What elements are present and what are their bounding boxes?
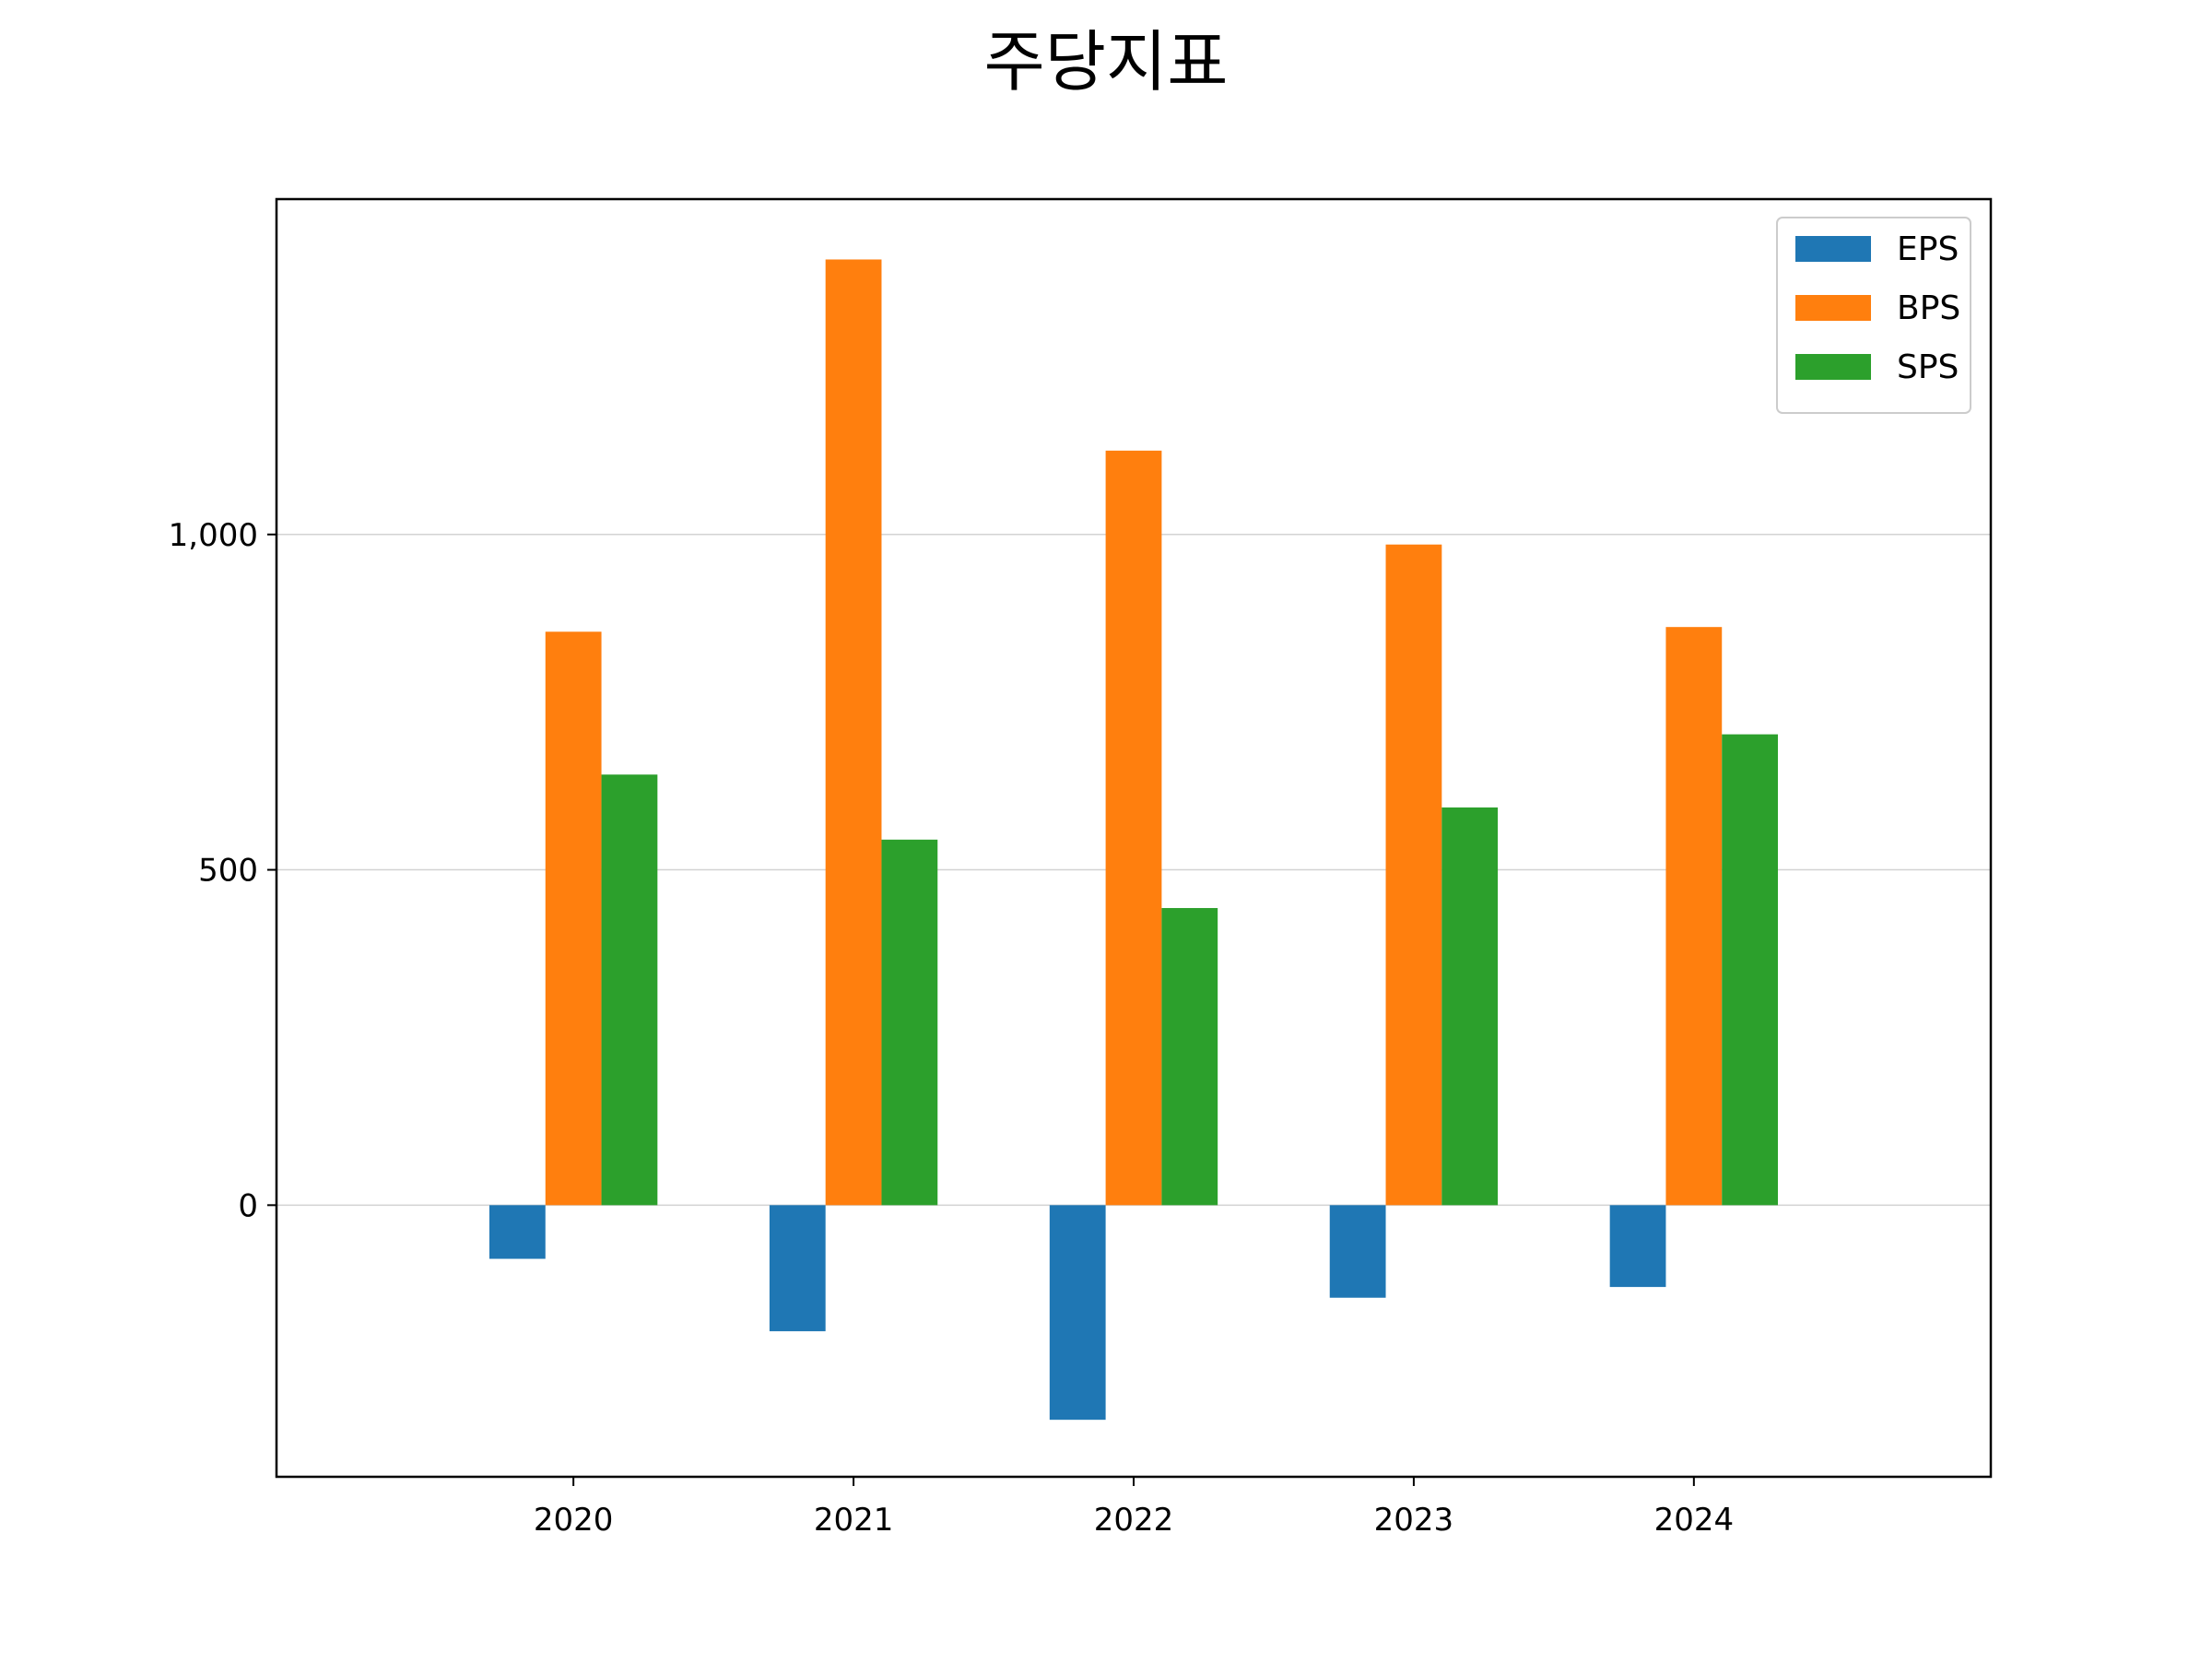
bar-sps-2022 xyxy=(1161,908,1218,1206)
bar-eps-2021 xyxy=(769,1205,826,1332)
bar-bps-2020 xyxy=(545,631,602,1206)
bar-sps-2023 xyxy=(1441,807,1499,1206)
y-tick-label: 1,000 xyxy=(169,517,258,554)
bar-sps-2024 xyxy=(1722,734,1779,1206)
bar-bps-2024 xyxy=(1665,627,1723,1206)
chart-title: 주당지표 xyxy=(984,23,1229,100)
x-tick-label: 2021 xyxy=(814,1502,894,1539)
bar-bps-2021 xyxy=(825,259,882,1206)
x-tick-label: 2020 xyxy=(534,1502,614,1539)
bar-sps-2020 xyxy=(601,774,658,1206)
y-tick-label: 0 xyxy=(238,1187,258,1224)
legend: EPS BPS SPS xyxy=(1776,217,1971,414)
bars xyxy=(488,259,1779,1421)
bar-eps-2024 xyxy=(1609,1205,1666,1288)
x-axis: 2020 2021 2022 2023 2024 xyxy=(534,1477,1734,1539)
x-tick-label: 2023 xyxy=(1374,1502,1454,1539)
legend-swatch-sps xyxy=(1795,354,1871,380)
legend-label-bps: BPS xyxy=(1897,289,1960,327)
legend-label-eps: EPS xyxy=(1897,230,1959,268)
legend-swatch-eps xyxy=(1795,236,1871,262)
bar-sps-2021 xyxy=(881,839,938,1206)
bar-eps-2022 xyxy=(1049,1205,1106,1421)
legend-label-sps: SPS xyxy=(1897,348,1959,386)
bar-bps-2022 xyxy=(1105,450,1162,1206)
y-tick-label: 500 xyxy=(198,853,258,890)
bar-eps-2023 xyxy=(1329,1205,1386,1298)
x-tick-label: 2024 xyxy=(1654,1502,1735,1539)
x-tick-label: 2022 xyxy=(1094,1502,1174,1539)
legend-swatch-bps xyxy=(1795,295,1871,321)
bar-eps-2020 xyxy=(488,1205,546,1259)
bar-bps-2023 xyxy=(1385,544,1442,1206)
y-axis: 0 500 1,000 xyxy=(169,517,276,1224)
